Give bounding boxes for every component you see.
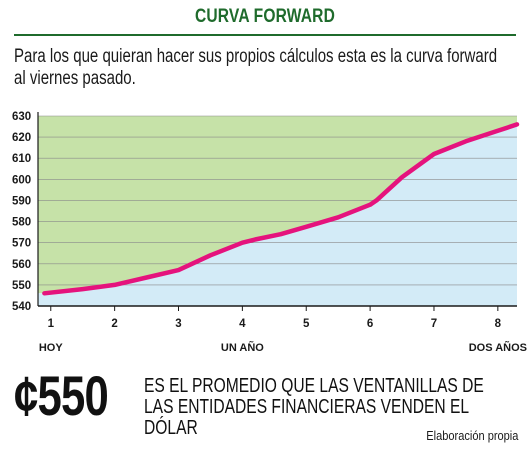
y-tick-label-610: 610: [12, 153, 31, 165]
x-category-label-dos-años: DOS AÑOS: [469, 341, 527, 354]
footer-callout: ¢550 ES EL PROMEDIO QUE LAS VENTANILLAS …: [14, 364, 530, 439]
area-above-curve: [38, 116, 517, 294]
x-category-label-hoy: HOY: [39, 342, 64, 354]
y-tick-label-590: 590: [12, 195, 31, 207]
y-tick-label-620: 620: [12, 132, 31, 144]
area-below-curve: [38, 124, 517, 307]
x-tick-label-4: 4: [239, 318, 246, 330]
x-tick-label-6: 6: [367, 318, 373, 330]
x-tick-label-1: 1: [48, 318, 55, 330]
description-line-2: LAS ENTIDADES FINANCIERAS VENDEN EL DÓLA…: [144, 396, 469, 439]
forward-curve-chart: 540 550 560 570 580 590 600 610 620 630 1 2 3 4 5 6 7 8 HO…: [12, 111, 527, 354]
average-price-description: ES EL PROMEDIO QUE LAS VENTANILLAS DE LA…: [144, 376, 507, 439]
x-category-label-un-año: UN AÑO: [221, 341, 264, 354]
x-tick-label-8: 8: [495, 318, 502, 330]
subtitle-line-1: Para los que quieran hacer sus propios c…: [14, 46, 498, 67]
title-divider: [14, 34, 516, 36]
y-tick-label-550: 550: [12, 280, 31, 292]
forward-curve-line: [42, 122, 520, 296]
y-tick-label-630: 630: [12, 111, 31, 123]
y-tick-label-570: 570: [12, 238, 31, 250]
source-note: Elaboración propia: [425, 428, 518, 443]
description-line-1: ES EL PROMEDIO QUE LAS VENTANILLAS DE: [144, 375, 484, 397]
y-tick-label-540: 540: [12, 301, 31, 313]
y-tick-label-560: 560: [12, 259, 31, 271]
x-tick-label-2: 2: [111, 318, 117, 330]
x-tick-label-7: 7: [431, 318, 437, 330]
chart-subtitle: Para los que quieran hacer sus propios c…: [14, 46, 528, 90]
x-tick-label-5: 5: [303, 318, 310, 330]
y-tick-label-580: 580: [12, 217, 31, 229]
average-price-value: ¢550: [14, 364, 109, 427]
subtitle-line-2: al viernes pasado.: [14, 68, 136, 89]
chart-title: CURVA FORWARD: [194, 6, 336, 27]
x-tick-label-3: 3: [175, 318, 181, 330]
y-tick-label-600: 600: [12, 174, 31, 186]
